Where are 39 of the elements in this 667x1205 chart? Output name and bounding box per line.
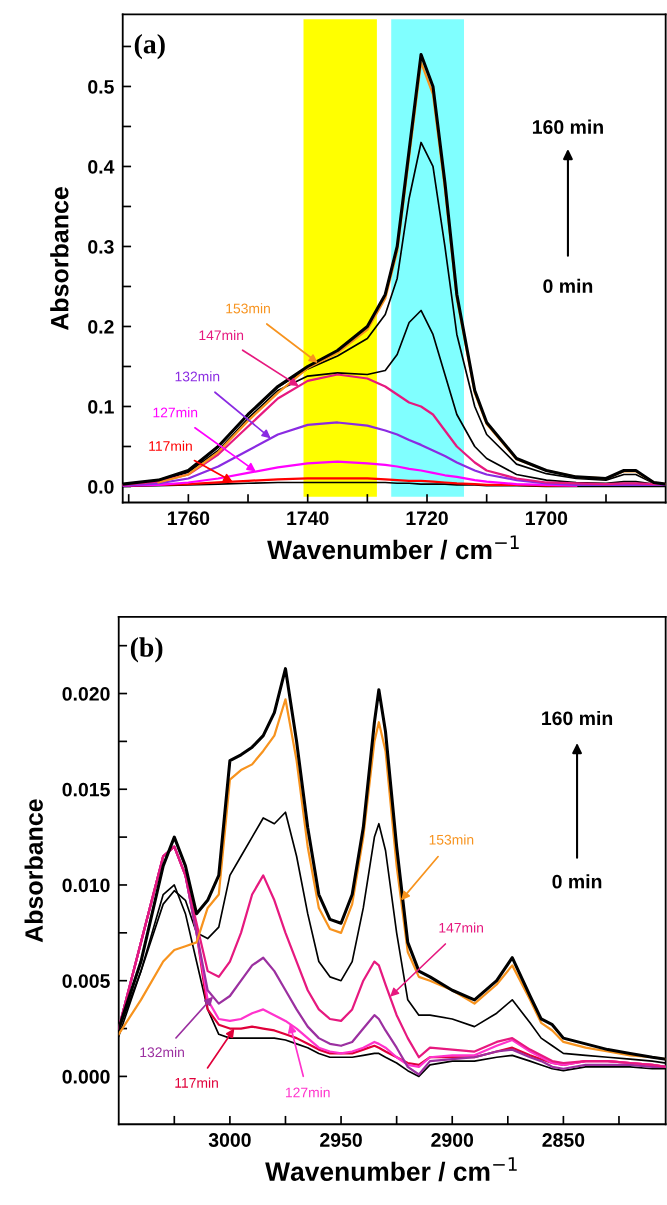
annotation: 0 min [543,278,593,293]
x-tick-label: 3000 [208,1133,251,1147]
x-tick-label: 1700 [525,511,568,526]
text: 127min [153,407,198,418]
x-tick-label: 2850 [542,1133,585,1147]
text: (b) [130,637,163,663]
text: 153min [226,303,270,314]
text: (a) [134,33,165,60]
annotation: 0 min [552,874,602,889]
y-axis-title: Absorbance [24,799,43,943]
x-tick-label: 1720 [406,511,448,526]
x-tick-label: 1760 [167,511,210,526]
y-tick-label: 0.1 [88,399,114,414]
annotation: 160 min [542,710,613,726]
text: 153min [429,834,474,845]
y-tick-label: 0.4 [88,159,115,174]
y-tick-label: 0.000 [62,1069,110,1084]
y-tick-label: 0.010 [62,878,110,893]
x-axis-title: Wavenumber / cm$^{−1}$ [265,1157,517,1182]
y-tick-label: 0.3 [88,239,114,254]
x-tick-label: 1740 [287,511,329,526]
text: 132min [175,371,220,382]
y-axis-title: Absorbance [50,187,69,331]
x-tick-label: 2950 [320,1133,362,1147]
y-tick-label: 0.5 [88,79,114,94]
x-tick-label: 2900 [431,1133,474,1147]
text: 127min [285,1087,330,1098]
text: 147min [439,922,483,933]
x-axis-title: Wavenumber / cm$^{−1}$ [267,535,519,560]
y-tick-label: 0.005 [62,974,110,988]
y-tick-label: 0.015 [62,782,110,797]
y-tick-label: 0.2 [88,319,114,334]
annotation: 160 min [532,119,603,134]
text: 132min [140,1046,184,1058]
text: 117min [149,440,192,451]
y-tick-label: 0.020 [62,687,110,701]
text: 117min [175,1077,218,1088]
text: 147min [199,330,244,341]
y-tick-label: 0.0 [88,479,114,494]
